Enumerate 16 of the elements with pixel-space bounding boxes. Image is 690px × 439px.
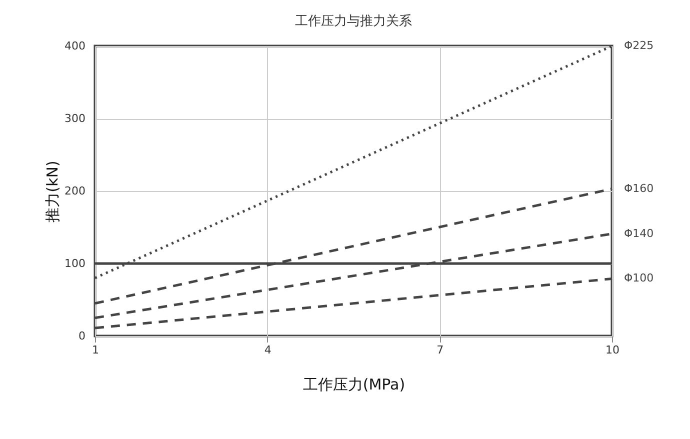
- y-tick-label: 100: [64, 257, 86, 270]
- y-tick-label: 300: [64, 112, 86, 125]
- y-tick-label: 200: [64, 184, 86, 198]
- x-axis-title: 工作压力(MPa): [302, 376, 406, 394]
- x-tick-label: 4: [264, 344, 272, 356]
- x-tick-label: 7: [436, 344, 444, 356]
- y-tick-label: 0: [78, 330, 86, 342]
- chart-title: 工作压力与推力关系: [295, 14, 412, 29]
- x-tick-label: 10: [606, 344, 620, 356]
- series-label: Φ100: [624, 272, 654, 285]
- y-tick-label: 400: [64, 40, 86, 52]
- series-label: Φ225: [624, 39, 654, 52]
- series-label: Φ140: [624, 226, 654, 240]
- x-tick-label: 1: [92, 344, 99, 356]
- series-label: Φ160: [624, 182, 654, 195]
- y-axis-title: 推力(kN): [44, 160, 62, 222]
